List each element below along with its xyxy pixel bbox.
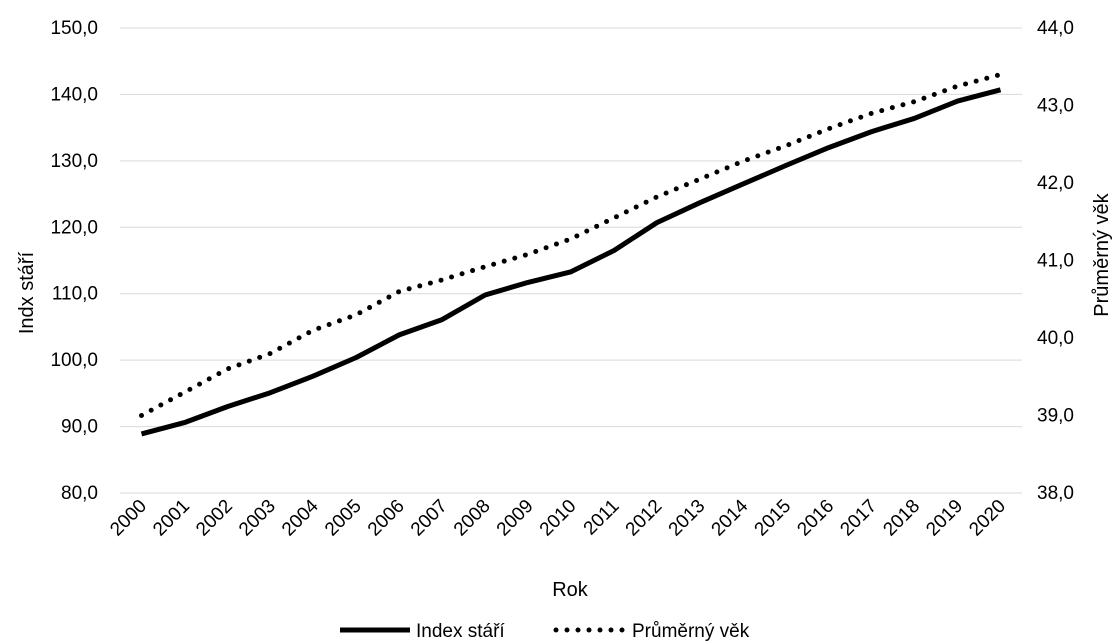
x-axis-title: Rok [552, 579, 589, 601]
x-tick-label: 2014 [708, 495, 753, 540]
right-y-tick-label: 41,0 [1037, 251, 1074, 272]
x-tick-label: 2008 [450, 496, 495, 541]
x-tick-label: 2009 [493, 496, 538, 541]
left-y-axis-ticks: 80,0 90,0 100,0 110,0 120,0 130,0 140,0 150,0 [50, 18, 98, 504]
left-y-tick-label: 90,0 [61, 417, 98, 438]
right-y-tick-label: 38,0 [1037, 483, 1074, 504]
left-y-tick-label: 150,0 [50, 18, 98, 39]
x-tick-label: 2006 [364, 496, 409, 541]
x-tick-label: 2010 [536, 496, 581, 541]
left-y-tick-label: 130,0 [50, 151, 98, 172]
x-tick-label: 2020 [965, 496, 1010, 541]
x-tick-label: 2011 [580, 496, 624, 540]
left-y-tick-label: 100,0 [50, 350, 98, 371]
x-tick-label: 2004 [278, 495, 323, 540]
x-tick-label: 2005 [321, 496, 366, 541]
x-tick-label: 2007 [407, 496, 452, 541]
left-y-tick-label: 110,0 [52, 284, 98, 305]
gridlines [120, 27, 1022, 494]
legend-label-prumerny-vek: Průměrný věk [632, 621, 750, 642]
legend: Index stáří Průměrný věk [340, 621, 750, 642]
x-tick-label: 2001 [149, 496, 194, 541]
right-y-tick-label: 43,0 [1037, 96, 1074, 117]
x-axis-ticks: 2000200120022003200420052006200720082009… [106, 495, 1010, 540]
x-tick-label: 2000 [106, 496, 151, 541]
series-layer [139, 72, 1003, 437]
right-y-tick-label: 40,0 [1037, 328, 1074, 349]
left-y-tick-label: 120,0 [50, 217, 98, 238]
right-y-tick-label: 44,0 [1037, 18, 1074, 39]
x-tick-label: 2003 [235, 496, 280, 541]
x-tick-label: 2017 [836, 496, 881, 541]
series-line-index-stari [140, 87, 1002, 437]
x-tick-label: 2012 [622, 496, 667, 541]
x-tick-label: 2013 [665, 496, 710, 541]
x-tick-label: 2015 [751, 496, 796, 541]
right-y-tick-label: 42,0 [1037, 173, 1074, 194]
x-tick-label: 2018 [879, 496, 924, 541]
left-y-axis-title: Indx stáří [16, 251, 38, 334]
x-tick-label: 2019 [922, 496, 967, 541]
left-y-tick-label: 80,0 [61, 483, 98, 504]
right-y-tick-label: 39,0 [1037, 406, 1074, 427]
legend-label-index-stari: Index stáří [416, 621, 505, 642]
right-y-axis-ticks: 38,0 39,0 40,0 41,0 42,0 43,0 44,0 [1037, 18, 1074, 504]
right-y-axis-title: Průměrný věk [1091, 192, 1113, 316]
series-line-prumerny-vek [139, 72, 1003, 418]
x-tick-label: 2002 [192, 496, 237, 541]
left-y-tick-label: 140,0 [50, 84, 98, 105]
x-tick-label: 2016 [794, 496, 839, 541]
